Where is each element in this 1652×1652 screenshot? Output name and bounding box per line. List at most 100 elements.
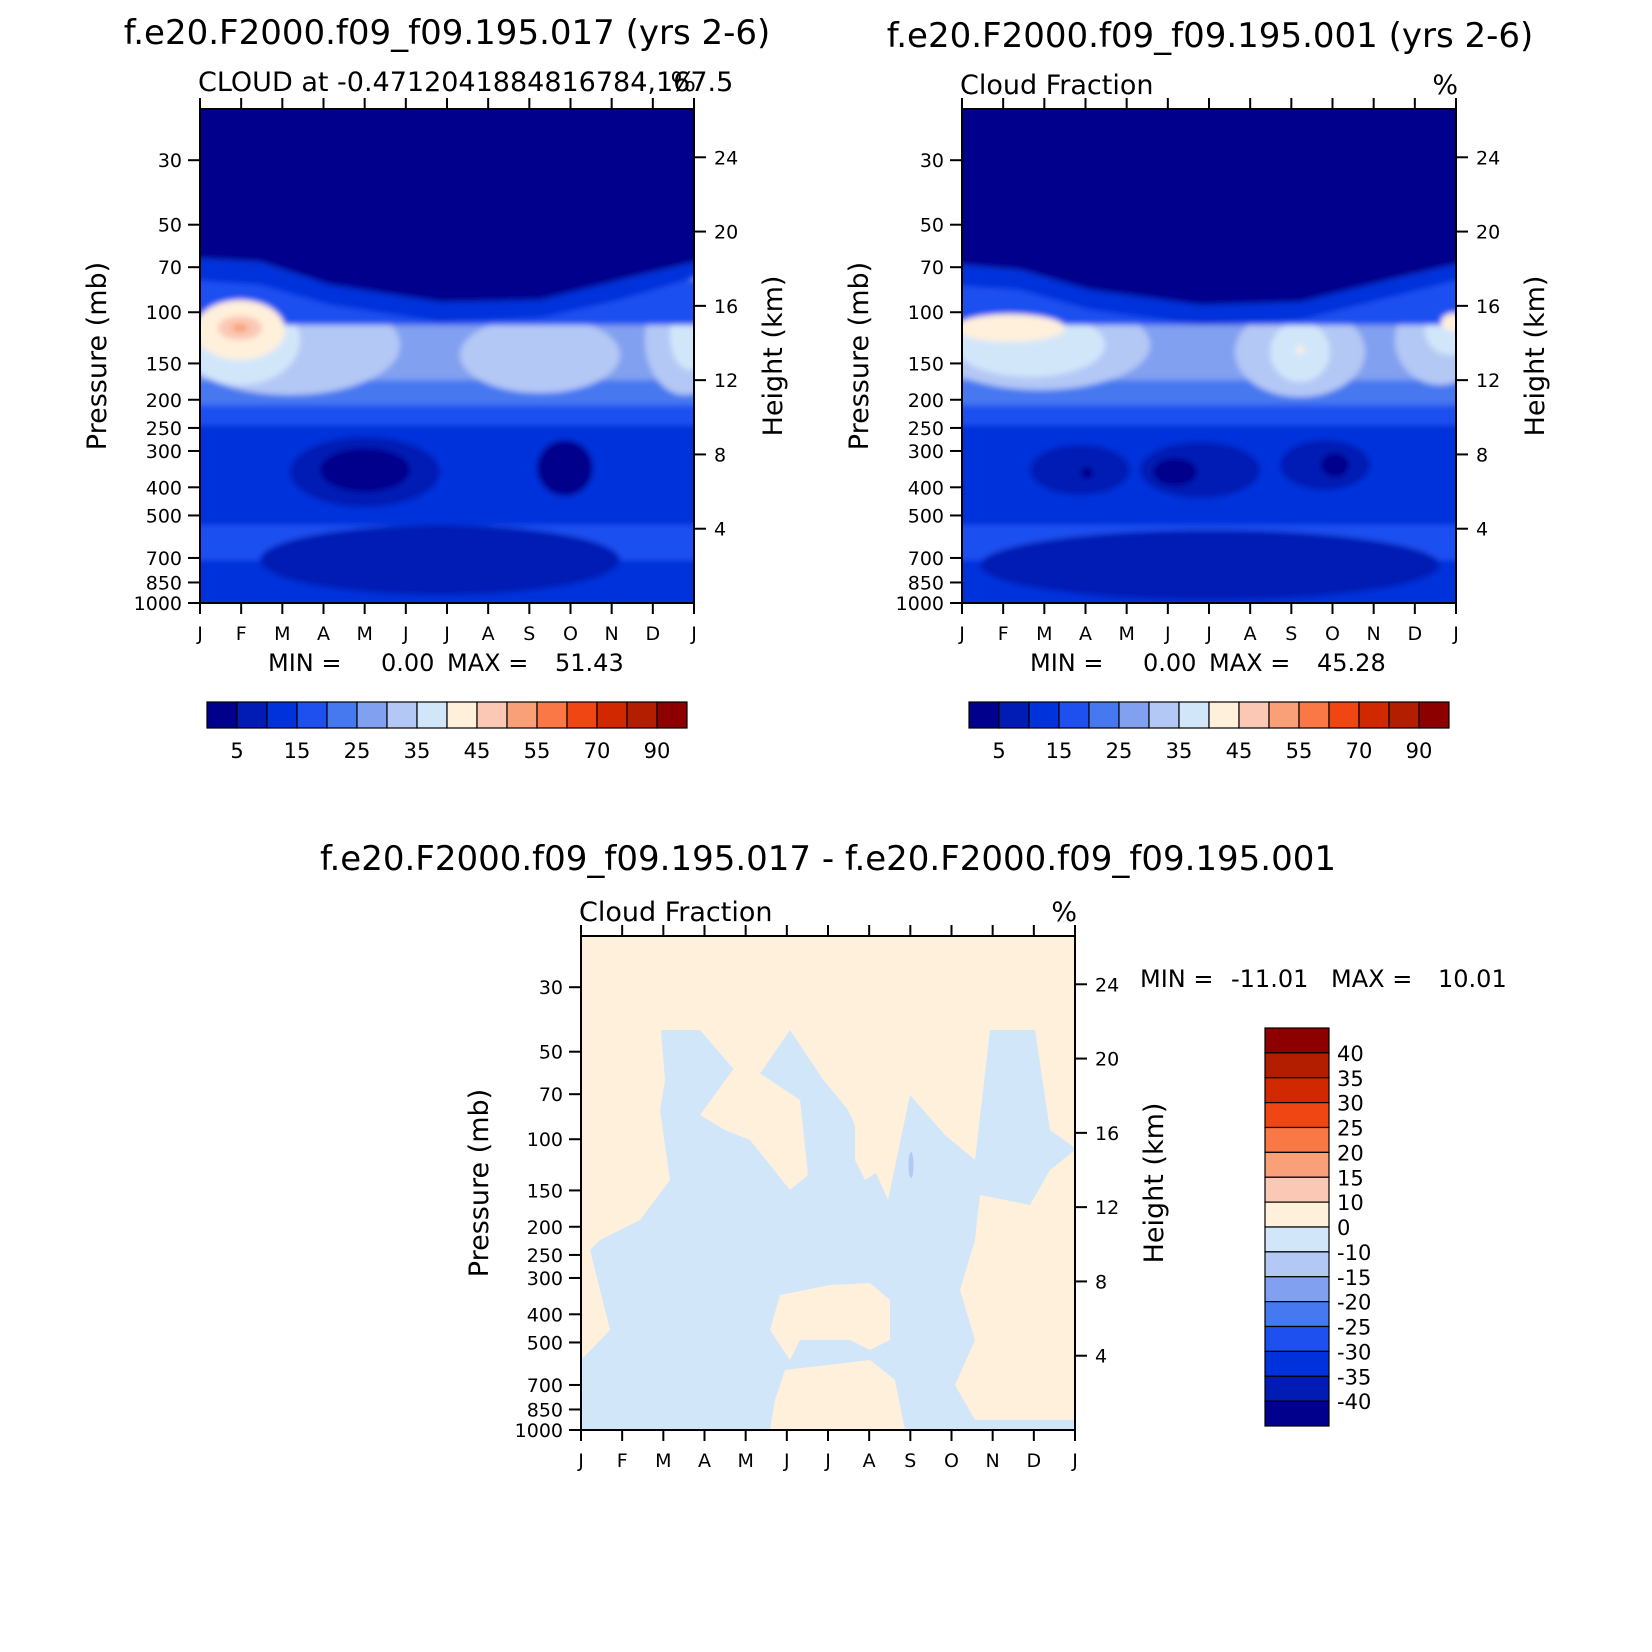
colorbar-label: 90 bbox=[1406, 739, 1433, 763]
panel-title: f.e20.F2000.f09_f09.195.017 (yrs 2-6) bbox=[124, 13, 771, 53]
colorbar-box bbox=[1208, 701, 1240, 729]
y-tick-label: 850 bbox=[527, 1399, 563, 1421]
y-tick-label: 200 bbox=[146, 390, 182, 412]
min-value: 0.00 bbox=[381, 649, 434, 677]
colorbar-box bbox=[1268, 701, 1300, 729]
colorbar-label: 35 bbox=[404, 739, 431, 763]
colorbar-box bbox=[1264, 1400, 1330, 1427]
x-tick-label: J bbox=[443, 623, 450, 645]
x-tick-label: O bbox=[944, 1450, 959, 1472]
band-mid-dark bbox=[200, 425, 694, 525]
y-tick-label: 850 bbox=[146, 572, 182, 594]
colorbar-label: 70 bbox=[1346, 739, 1373, 763]
colorbar-box bbox=[1264, 1201, 1330, 1228]
x-tick-label: J bbox=[1164, 623, 1171, 645]
x-tick-label: N bbox=[1367, 623, 1381, 645]
colorbar-box bbox=[1388, 701, 1420, 729]
x-tick-label: J bbox=[1071, 1450, 1078, 1472]
colorbar-label: -25 bbox=[1337, 1316, 1371, 1340]
y2-tick-label: 24 bbox=[1476, 147, 1500, 169]
x-tick-label: M bbox=[274, 623, 290, 645]
x-tick-label: J bbox=[1452, 623, 1459, 645]
y2-tick-label: 12 bbox=[1476, 370, 1500, 392]
left-string: CLOUD at -0.4712041884816784,167.5 bbox=[198, 67, 733, 98]
colorbar-box bbox=[506, 701, 538, 729]
colorbar-box bbox=[1264, 1276, 1330, 1303]
min-label: MIN = bbox=[1030, 649, 1103, 677]
y2-tick-label: 20 bbox=[714, 222, 738, 244]
min-value: 0.00 bbox=[1143, 649, 1196, 677]
y-tick-label: 70 bbox=[920, 257, 944, 279]
x-tick-label: M bbox=[1118, 623, 1134, 645]
x-tick-label: N bbox=[986, 1450, 1000, 1472]
y-tick-label: 50 bbox=[920, 215, 944, 237]
colorbar-box bbox=[596, 701, 628, 729]
colorbar-label: 55 bbox=[524, 739, 551, 763]
colorbar-box bbox=[1358, 701, 1390, 729]
min-value: -11.01 bbox=[1231, 965, 1308, 993]
y2label: Height (km) bbox=[758, 276, 789, 437]
x-tick-label: J bbox=[577, 1450, 584, 1472]
x-tick-label: F bbox=[236, 623, 247, 645]
colorbar-label: -20 bbox=[1337, 1291, 1371, 1315]
y2-tick-label: 20 bbox=[1095, 1049, 1119, 1071]
colorbar-label: 40 bbox=[1337, 1042, 1364, 1066]
colorbar-box bbox=[968, 701, 1000, 729]
x-tick-label: F bbox=[617, 1450, 628, 1472]
y2-tick-label: 16 bbox=[714, 296, 738, 318]
y-tick-label: 100 bbox=[908, 302, 944, 324]
x-tick-label: D bbox=[1408, 623, 1423, 645]
upper-light-2 bbox=[460, 317, 620, 393]
colorbar-box bbox=[386, 701, 418, 729]
y-tick-label: 70 bbox=[158, 257, 182, 279]
colorbar-box bbox=[236, 701, 268, 729]
right-string: % bbox=[1051, 897, 1077, 928]
colorbar-label: 20 bbox=[1337, 1141, 1364, 1165]
ylabel: Pressure (mb) bbox=[844, 262, 875, 450]
x-tick-label: A bbox=[863, 1450, 876, 1472]
y2-tick-label: 12 bbox=[1095, 1197, 1119, 1219]
negative-region bbox=[581, 1030, 1075, 1430]
ylabel: Pressure (mb) bbox=[464, 1089, 495, 1277]
y-tick-label: 300 bbox=[146, 441, 182, 463]
colorbar-label: 35 bbox=[1166, 739, 1193, 763]
y-tick-label: 700 bbox=[146, 548, 182, 570]
y-tick-label: 200 bbox=[908, 390, 944, 412]
x-tick-label: J bbox=[1205, 623, 1212, 645]
y2label: Height (km) bbox=[1139, 1103, 1170, 1264]
positive-island-2 bbox=[770, 1360, 905, 1430]
positive-island-4 bbox=[855, 1090, 895, 1180]
colorbar-box bbox=[1088, 701, 1120, 729]
colorbar-box bbox=[1264, 1176, 1330, 1203]
x-tick-label: A bbox=[1244, 623, 1257, 645]
colorbar-box bbox=[626, 701, 658, 729]
y-tick-label: 250 bbox=[527, 1245, 563, 1267]
colorbar: 5 15 25 35 45 55 70 90 bbox=[968, 701, 1450, 763]
colorbar-box bbox=[1264, 1301, 1330, 1328]
colorbar-box bbox=[566, 701, 598, 729]
lower-dark bbox=[260, 525, 620, 595]
contour-field bbox=[962, 109, 1456, 603]
y2-tick-label: 16 bbox=[1095, 1123, 1119, 1145]
min-label: MIN = bbox=[1140, 965, 1213, 993]
colorbar-box bbox=[1264, 1151, 1330, 1178]
x-tick-label: M bbox=[1036, 623, 1052, 645]
y-tick-label: 400 bbox=[908, 477, 944, 499]
colorbar-label: 25 bbox=[1106, 739, 1133, 763]
colorbar-label: 45 bbox=[464, 739, 491, 763]
y-tick-label: 30 bbox=[539, 977, 563, 999]
colorbar-label: 5 bbox=[230, 739, 243, 763]
y2-tick-label: 4 bbox=[714, 519, 726, 541]
max-value: 10.01 bbox=[1438, 965, 1507, 993]
x-tick-label: A bbox=[1079, 623, 1092, 645]
colorbar-label: -15 bbox=[1337, 1266, 1371, 1290]
colorbar-label: 15 bbox=[1337, 1166, 1364, 1190]
y-tick-label: 1000 bbox=[896, 593, 944, 615]
colorbar: 5 15 25 35 45 55 70 90 bbox=[206, 701, 688, 763]
y-tick-label: 300 bbox=[527, 1268, 563, 1290]
y-tick-label: 500 bbox=[146, 505, 182, 527]
colorbar-label: -10 bbox=[1337, 1241, 1371, 1265]
colorbar-label: 25 bbox=[1337, 1117, 1364, 1141]
